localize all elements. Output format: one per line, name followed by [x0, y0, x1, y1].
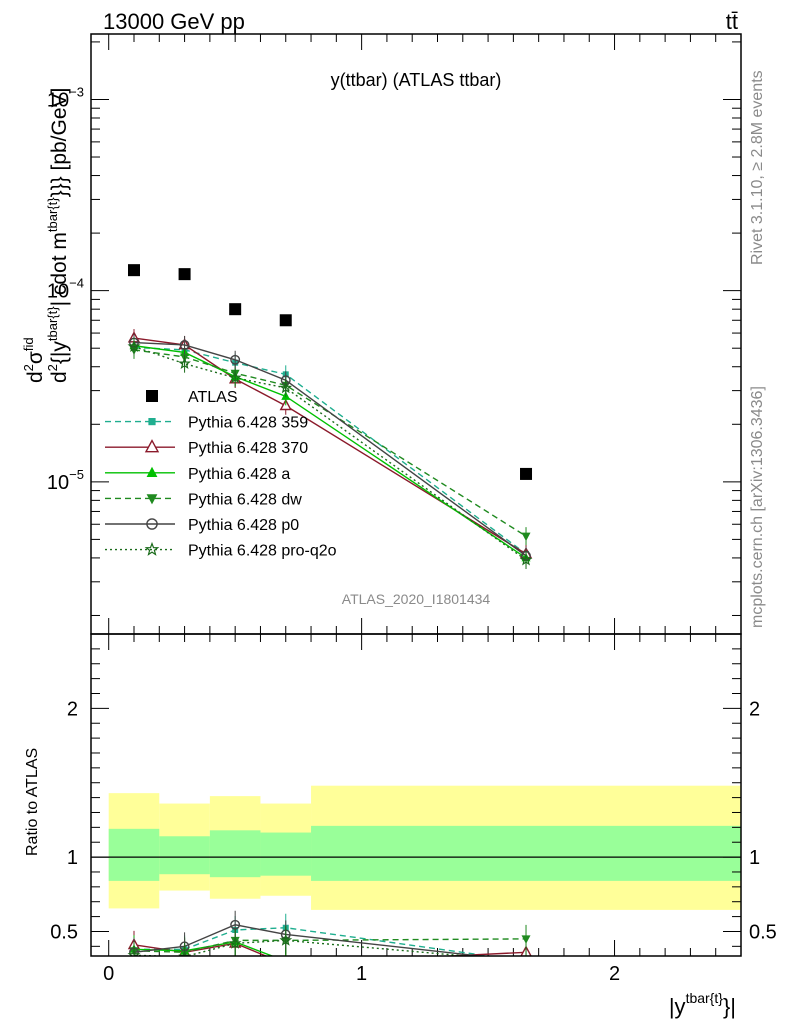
top-series — [127, 264, 533, 570]
rivet-label: Rivet 3.1.10, ≥ 2.8M events — [749, 70, 766, 265]
ratio-point — [523, 958, 529, 964]
ratio-y-tick-label: 0.5 — [749, 921, 777, 943]
uncertainty-bands — [108, 785, 741, 910]
y-axis-label: d2σfid — [21, 337, 47, 383]
data-point — [521, 532, 531, 542]
plot-title: y(ttbar) (ATLAS ttbar) — [331, 70, 502, 90]
x-tick-label: 2 — [609, 963, 620, 985]
ratio-panel: 0.5 0.5 1 1 2 2 0 1 2 Ratio to ATLAS |ytbar{t}}… — [24, 633, 777, 1019]
ratio-y-tick-label: 2 — [749, 698, 760, 720]
data-point — [179, 339, 190, 350]
x-tick-label: 0 — [103, 963, 114, 985]
data-point — [230, 354, 241, 365]
ratio-point — [228, 936, 242, 949]
legend-marker — [146, 466, 158, 477]
ratio-point — [521, 935, 531, 944]
y-axis-label-den: d2{|ytbar{t}| cdot mtbar{t}}}} [pb/GeV] — [45, 88, 71, 383]
inner-band — [260, 832, 312, 876]
svg-text:d2{|ytbar{t}| cdot mtbar{t}}}}: d2{|ytbar{t}| cdot mtbar{t}}}} [pb/GeV] — [45, 88, 71, 383]
data-point — [520, 467, 533, 480]
energy-label: 13000 GeV pp — [103, 9, 245, 34]
legend-label: Pythia 6.428 dw — [188, 491, 302, 508]
legend-marker — [144, 439, 160, 453]
ratio-point — [522, 956, 531, 965]
main-panel: y(ttbar) (ATLAS ttbar) ATLAS_2020_I18014… — [21, 33, 742, 635]
x-tick-labels: 0 1 2 — [103, 963, 620, 985]
legend-label: Pythia 6.428 359 — [188, 415, 308, 432]
ratio-line — [133, 942, 527, 956]
ratio-panel-frame — [90, 633, 742, 957]
data-point — [127, 264, 140, 277]
data-point — [279, 314, 292, 327]
legend-marker — [146, 494, 158, 505]
legend-label: Pythia 6.428 p0 — [188, 517, 299, 534]
legend: ATLAS Pythia 6.428 359 Pythia 6.428 370 Pyt… — [105, 389, 337, 560]
data-point — [178, 357, 191, 370]
ratio-point — [281, 956, 290, 965]
legend-marker — [144, 541, 160, 556]
legend-label: Pythia 6.428 pro-q2o — [188, 543, 337, 560]
ratio-point — [525, 954, 527, 956]
mcplots-label: mcplots.cern.ch [arXiv:1306.3436] — [749, 386, 766, 628]
ratio-point — [127, 948, 141, 956]
legend-marker — [146, 390, 158, 402]
inner-band — [159, 836, 210, 875]
legend-marker — [148, 418, 156, 426]
ratio-y-tick-labels: 0.5 0.5 1 1 2 2 — [50, 698, 777, 943]
y-tick-label: 10−4 — [47, 276, 84, 303]
legend-label: ATLAS — [188, 389, 238, 406]
y-tick-label: 10−3 — [47, 84, 84, 111]
ratio-y-tick-label: 2 — [67, 698, 78, 720]
x-tick-label: 1 — [356, 963, 367, 985]
svg-text:d2σfid: d2σfid — [21, 337, 47, 383]
ratio-point — [230, 919, 241, 930]
data-point — [178, 268, 191, 281]
ratio-point — [178, 950, 191, 956]
ratio-series — [127, 910, 532, 968]
legend-label: Pythia 6.428 a — [188, 466, 290, 483]
legend-marker — [146, 518, 158, 530]
top-axis-ticks — [91, 34, 742, 634]
analysis-id: ATLAS_2020_I1801434 — [342, 591, 491, 607]
ratio-y-tick-label: 1 — [749, 847, 760, 869]
inner-band — [311, 825, 741, 881]
x-axis-label: |ytbar{t}}| — [669, 990, 736, 1019]
data-point — [229, 303, 242, 316]
data-point — [228, 371, 242, 384]
ratio-point — [522, 957, 531, 966]
process-label: tt̄ — [726, 9, 738, 34]
inner-band — [108, 828, 160, 881]
data-point — [519, 553, 533, 566]
inner-band — [209, 830, 261, 878]
ratio-axis-label: Ratio to ATLAS — [24, 748, 41, 856]
data-point — [279, 381, 293, 394]
ratio-y-tick-label: 0.5 — [50, 921, 78, 943]
legend-label: Pythia 6.428 370 — [188, 440, 308, 457]
ratio-y-tick-label: 1 — [67, 847, 78, 869]
y-tick-label: 10−5 — [47, 467, 84, 494]
ratio-point — [281, 959, 291, 968]
data-point — [127, 339, 141, 352]
ratio-point — [279, 933, 293, 946]
top-y-tick-labels: 10−3 10−4 10−5 — [47, 84, 84, 493]
